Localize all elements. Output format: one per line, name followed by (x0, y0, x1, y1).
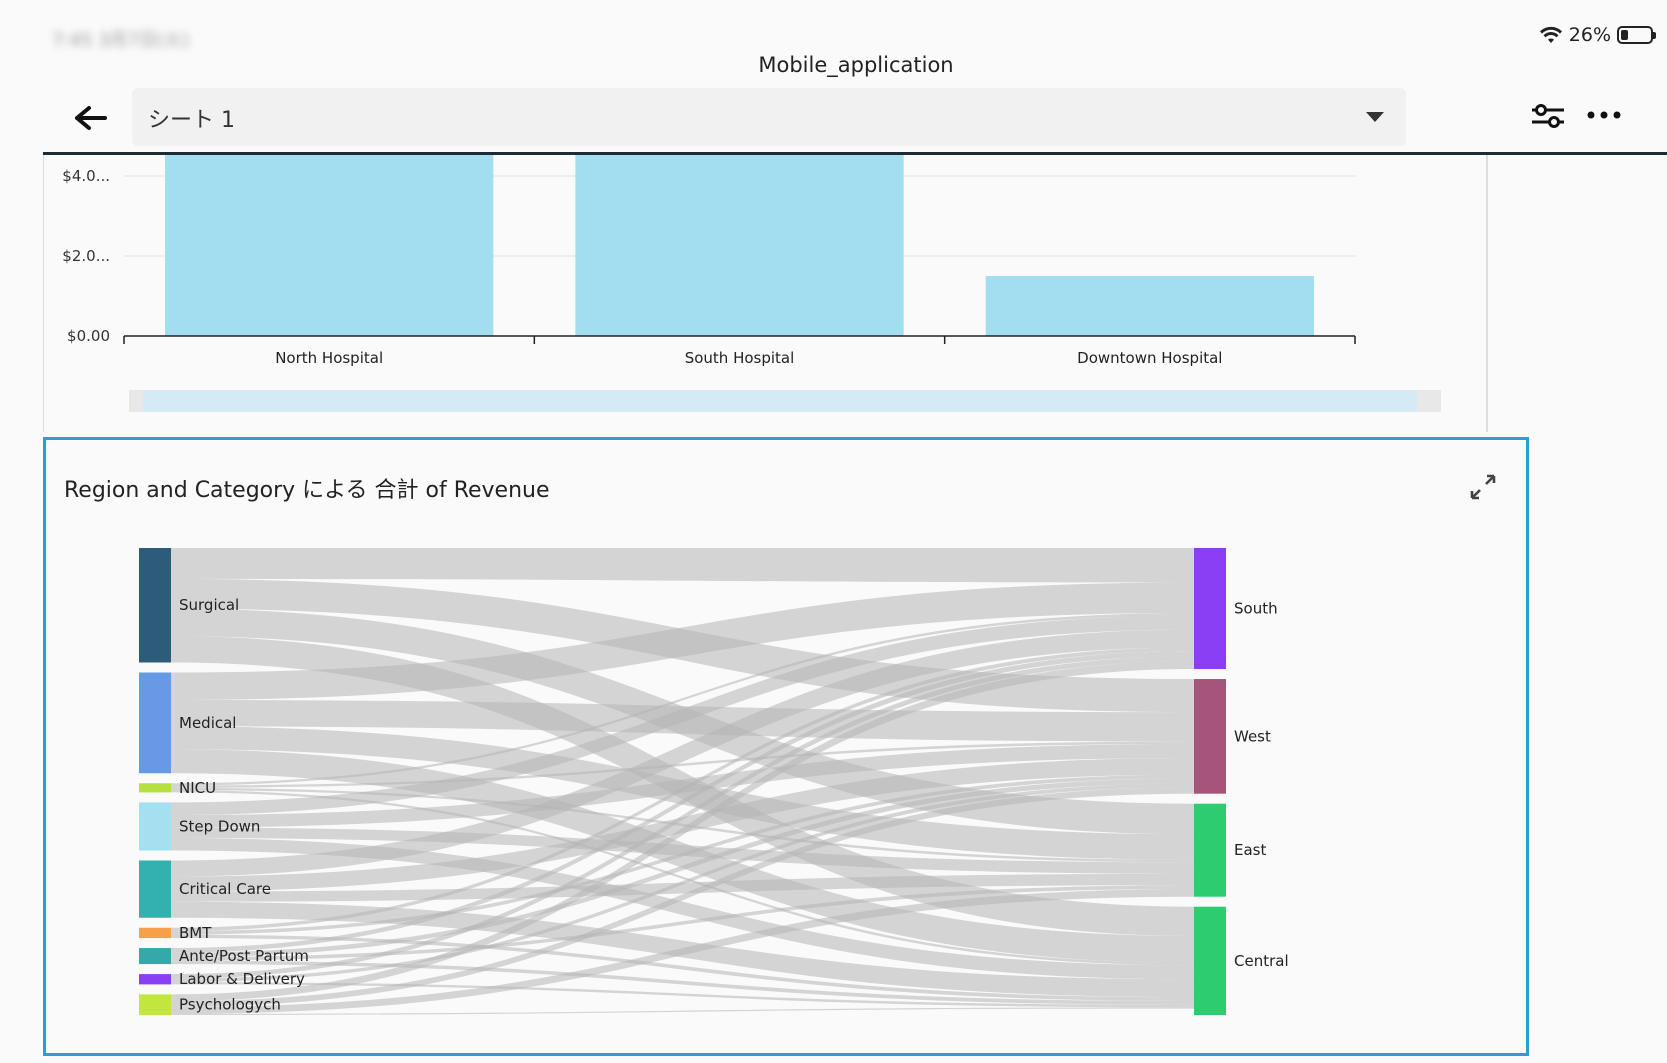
sankey-link[interactable] (171, 615, 1194, 816)
sankey-source-label: Ante/Post Partum (179, 947, 309, 965)
sankey-target-node[interactable] (1194, 803, 1226, 897)
sankey-chart: Surgical Medical NICU Step Down Critical Car… (139, 548, 1289, 1015)
sankey-source-label: Medical (179, 714, 236, 732)
sankey-link[interactable] (171, 647, 1194, 932)
sankey-link[interactable] (171, 612, 1194, 786)
sankey-link[interactable] (171, 790, 1194, 966)
sankey-link[interactable] (171, 661, 1194, 1002)
sankey-target-label: East (1234, 841, 1266, 859)
navigation-bar: シート 1 (43, 84, 1667, 155)
scrollbar-thumb[interactable] (143, 390, 1417, 412)
sankey-link[interactable] (171, 758, 1194, 892)
x-tick-label: Downtown Hospital (1077, 349, 1222, 367)
sankey-target-label: Central (1234, 952, 1289, 970)
sankey-link[interactable] (171, 960, 1194, 1005)
sankey-source-node[interactable] (139, 974, 171, 985)
sankey-link[interactable] (171, 656, 1194, 979)
sankey-source-label: BMT (179, 924, 212, 942)
bar[interactable] (165, 155, 494, 336)
sliders-icon[interactable] (1530, 100, 1566, 132)
app-title: Mobile_application (758, 53, 954, 77)
sankey-link[interactable] (171, 651, 1194, 953)
sankey-link[interactable] (171, 889, 1194, 1014)
arrow-left-icon[interactable] (73, 102, 109, 134)
bar-chart-card: $0.00 $2.0... $4.0... North Hospital South H… (43, 155, 1488, 432)
sankey-target-node[interactable] (1194, 548, 1226, 670)
sankey-target-label: West (1234, 727, 1271, 745)
battery-icon (1617, 26, 1656, 44)
sankey-link[interactable] (171, 548, 1194, 583)
sankey-source-node[interactable] (139, 548, 171, 663)
sankey-link[interactable] (171, 726, 1194, 860)
wifi-icon (1539, 26, 1562, 43)
battery-level (1621, 30, 1629, 40)
ellipsis-icon[interactable] (1586, 108, 1622, 122)
sankey-source-node[interactable] (139, 860, 171, 918)
sankey-target-label: South (1234, 600, 1278, 618)
battery-percent: 26% (1568, 24, 1611, 46)
status-indicators: 26% (1539, 24, 1656, 46)
sankey-link[interactable] (171, 778, 1194, 958)
sankey-source-node[interactable] (139, 927, 171, 939)
sankey-source-label: Psychologych (179, 996, 281, 1014)
sankey-link[interactable] (171, 787, 1194, 1007)
sankey-source-label: NICU (179, 779, 216, 797)
bar[interactable] (985, 276, 1314, 336)
sankey-link[interactable] (171, 741, 1194, 788)
sankey-title: Region and Category による 合計 of Revenue (64, 478, 550, 503)
y-tick-label: $0.00 (67, 327, 110, 345)
sankey-link[interactable] (171, 982, 1194, 1008)
sheet-selector[interactable]: シート 1 (132, 88, 1406, 146)
sankey-link[interactable] (171, 783, 1194, 983)
status-bar: 7:45 3月7日(火) 26% (0, 0, 1667, 60)
sankey-card: Region and Category による 合計 of Revenue Su… (43, 437, 1529, 1056)
sankey-link[interactable] (171, 629, 1194, 877)
status-time: 7:45 3月7日(火) (52, 30, 190, 51)
sankey-link[interactable] (171, 1007, 1194, 1015)
sankey-links (171, 548, 1194, 1015)
sankey-source-node[interactable] (139, 994, 171, 1015)
sankey-source-label: Labor & Delivery (179, 970, 305, 988)
chart-scrollbar[interactable] (129, 390, 1441, 412)
sankey-source-label: Surgical (179, 596, 239, 614)
chevron-down-icon (1366, 112, 1384, 122)
sankey-link[interactable] (171, 837, 1194, 980)
sankey-link[interactable] (171, 582, 1194, 700)
sheet-label: シート 1 (148, 108, 235, 133)
sankey-source-node[interactable] (139, 672, 171, 774)
sankey-source-label: Step Down (179, 817, 260, 835)
y-tick-label: $2.0... (62, 247, 110, 265)
sankey-link[interactable] (171, 934, 1194, 1001)
sankey-link[interactable] (171, 774, 1194, 935)
sankey-link[interactable] (171, 885, 1194, 961)
sankey-source-node[interactable] (139, 802, 171, 851)
sankey-source-label: Critical Care (179, 880, 271, 898)
sankey-target-node[interactable] (1194, 906, 1226, 1015)
x-tick-label: South Hospital (685, 349, 795, 367)
sankey-link[interactable] (171, 744, 1194, 828)
bar[interactable] (575, 155, 904, 336)
sankey-target-node[interactable] (1194, 679, 1226, 794)
expand-icon[interactable] (1468, 472, 1498, 502)
x-tick-label: North Hospital (275, 349, 383, 367)
sankey-source-node[interactable] (139, 783, 171, 793)
y-tick-label: $4.0... (62, 167, 110, 185)
sankey-link[interactable] (171, 873, 1194, 902)
sankey-source-node[interactable] (139, 948, 171, 965)
bar-chart: $0.00 $2.0... $4.0... North Hospital South H… (62, 155, 1356, 367)
